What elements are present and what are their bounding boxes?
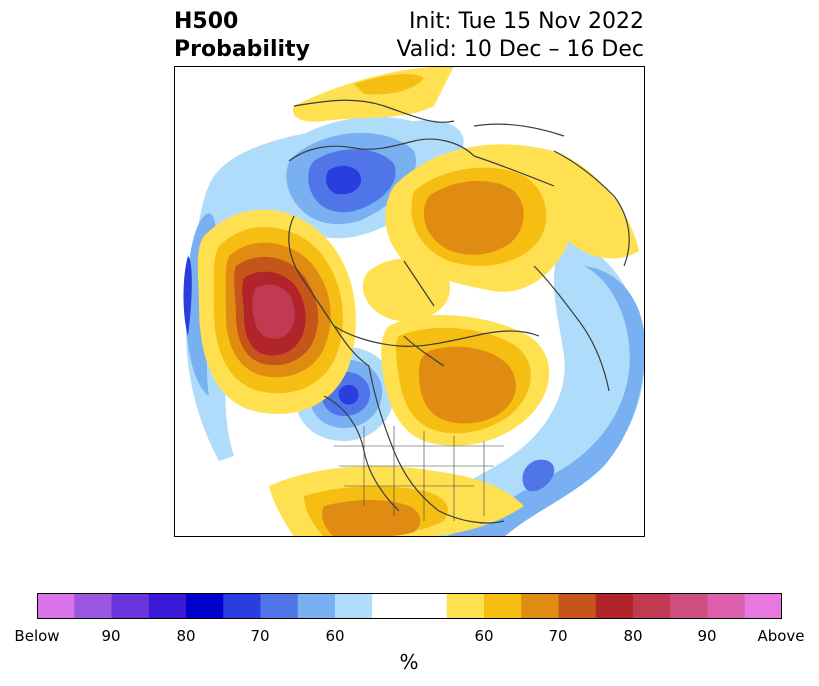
map-frame bbox=[174, 66, 645, 537]
colorbar-cell bbox=[111, 593, 150, 619]
probability-map bbox=[174, 66, 645, 537]
colorbar-tick-70-above: 70 bbox=[548, 627, 568, 645]
colorbar-cell bbox=[297, 593, 336, 619]
colorbar-cell bbox=[633, 593, 671, 619]
map-title-left: H500 Probability bbox=[174, 8, 310, 64]
colorbar-tick-70-below: 70 bbox=[250, 627, 270, 645]
probability-contour bbox=[183, 256, 192, 336]
colorbar-cell bbox=[595, 593, 634, 619]
colorbar-cell bbox=[484, 593, 522, 619]
map-title-right: Init: Tue 15 Nov 2022 Valid: 10 Dec – 16… bbox=[396, 8, 644, 64]
probability-contour bbox=[252, 284, 295, 339]
colorbar bbox=[37, 593, 782, 619]
colorbar-tick-80-above: 80 bbox=[623, 627, 643, 645]
colorbar-cell bbox=[707, 593, 746, 619]
probability-contour bbox=[322, 500, 421, 537]
above-normal-probability-areas bbox=[197, 66, 639, 537]
colorbar-cell bbox=[260, 593, 299, 619]
colorbar-cell bbox=[148, 593, 187, 619]
colorbar-cell bbox=[223, 593, 261, 619]
probability-contour bbox=[325, 165, 362, 195]
colorbar-cell bbox=[446, 593, 485, 619]
colorbar-unit-label: % bbox=[399, 650, 419, 674]
probability-contour bbox=[186, 120, 464, 462]
colorbar-tick-90-below: 90 bbox=[101, 627, 121, 645]
title-init-date: Init: Tue 15 Nov 2022 bbox=[408, 9, 644, 34]
colorbar-cell bbox=[670, 593, 708, 619]
probability-contour bbox=[362, 258, 450, 322]
colorbar-tick-60-above: 60 bbox=[474, 627, 494, 645]
us-state-borders bbox=[334, 426, 504, 521]
probability-contour bbox=[338, 384, 359, 405]
colorbar-tick-90-above: 90 bbox=[697, 627, 717, 645]
colorbar-cell bbox=[37, 593, 75, 619]
colorbar-cell bbox=[409, 593, 448, 619]
probability-contour bbox=[423, 180, 524, 255]
colorbar-frame bbox=[37, 593, 782, 619]
colorbar-tick-above: Above bbox=[757, 627, 805, 645]
colorbar-cell bbox=[186, 593, 224, 619]
colorbar-tick-below: Below bbox=[14, 627, 60, 645]
title-variable: H500 bbox=[174, 9, 239, 34]
colorbar-tick-60-below: 60 bbox=[325, 627, 345, 645]
colorbar-cell bbox=[335, 593, 373, 619]
colorbar-cell bbox=[521, 593, 559, 619]
probability-contour bbox=[444, 266, 645, 537]
colorbar-cell bbox=[744, 593, 782, 619]
colorbar-cell bbox=[372, 593, 410, 619]
colorbar-cell bbox=[558, 593, 597, 619]
probability-contour bbox=[522, 459, 555, 492]
title-type: Probability bbox=[174, 37, 310, 62]
title-valid-range: Valid: 10 Dec – 16 Dec bbox=[396, 37, 644, 62]
colorbar-cell bbox=[74, 593, 112, 619]
probability-contour bbox=[354, 74, 424, 95]
colorbar-tick-80-below: 80 bbox=[176, 627, 196, 645]
